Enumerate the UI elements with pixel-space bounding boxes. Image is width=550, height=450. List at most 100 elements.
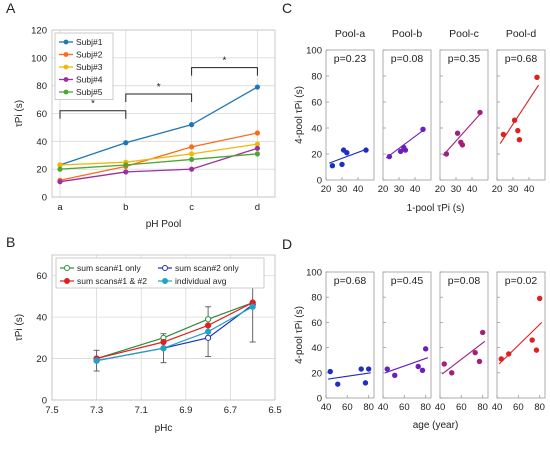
data-point: [249, 303, 256, 310]
x-tick-label: c: [189, 202, 194, 213]
y-tick-label: 60: [311, 98, 322, 109]
subplot-title: Pool-a: [335, 28, 366, 40]
x-tick-label: 40: [492, 402, 503, 413]
data-point: [402, 147, 409, 153]
significance-star: *: [157, 82, 161, 93]
significance-star: *: [223, 56, 227, 67]
fit-line: [328, 372, 371, 380]
panel-C-label: C: [282, 0, 292, 16]
x-axis-label: age (year): [413, 420, 459, 431]
x-tick-label: 40: [378, 402, 389, 413]
data-point: [443, 151, 450, 157]
x-tick-label: 80: [363, 402, 374, 413]
significance-bracket: [191, 67, 258, 76]
x-tick-label: 20: [378, 184, 389, 195]
x-tick-label: 30: [394, 184, 405, 195]
subplot: 20 30 40 Pool-a p=0.23: [321, 28, 375, 195]
p-value-label: p=0.08: [391, 53, 424, 65]
data-point: [422, 346, 429, 352]
series-line: [59, 153, 258, 170]
subplot: 40 60 80 p=0.68: [321, 271, 375, 413]
legend-marker: [63, 39, 69, 45]
data-point: [384, 366, 390, 372]
data-point: [123, 140, 129, 146]
subplot-frame: [496, 49, 546, 181]
data-point: [344, 150, 350, 156]
legend-marker: [63, 89, 69, 95]
y-tick-label: 40: [311, 124, 322, 135]
x-tick-label: 7.1: [135, 405, 148, 416]
y-axis-label: τPi (s): [14, 100, 25, 127]
fit-line: [499, 84, 540, 144]
subplot-title: Pool-d: [506, 28, 537, 40]
y-tick-label: 60: [36, 271, 47, 282]
panel-A: A 0 20 40 60 80 100 120 a b c d pH Pool τPi (s) * * * Sub…: [6, 0, 276, 230]
series-line: [96, 302, 253, 360]
legend-entry: Subj#2: [76, 50, 103, 60]
data-point: [329, 163, 336, 169]
y-tick-label: 100: [306, 46, 322, 57]
panel-A-label: A: [6, 0, 16, 16]
x-tick-label: 40: [353, 184, 364, 195]
x-tick-label: a: [57, 202, 63, 213]
data-point: [419, 367, 426, 373]
x-tick-label: 40: [410, 184, 421, 195]
y-tick-label: 0: [42, 193, 47, 204]
data-point: [363, 147, 369, 153]
data-point: [327, 368, 333, 375]
data-point: [57, 166, 63, 172]
data-point: [365, 366, 372, 372]
data-point: [189, 122, 195, 128]
subplot-frame: [325, 49, 375, 181]
data-point: [205, 316, 212, 323]
legend-marker: [162, 265, 168, 271]
legend-entry: sum scan#2 only: [175, 263, 240, 273]
data-point: [254, 141, 260, 147]
x-axis-label: 1-pool τPi (s): [407, 203, 465, 214]
data-point: [536, 295, 543, 302]
data-point: [205, 328, 212, 335]
x-tick-label: 60: [342, 402, 353, 413]
subplot: 40 60 80 p=0.02: [492, 271, 546, 413]
y-tick-label: 20: [311, 368, 322, 379]
significance-bracket: [125, 93, 193, 103]
legend-entry: Subj#5: [76, 87, 103, 97]
x-tick-label: 20: [435, 184, 446, 195]
panel-B-label: B: [6, 234, 15, 250]
data-point: [254, 151, 260, 157]
data-point: [189, 151, 195, 157]
y-tick-label: 20: [311, 150, 322, 161]
subplot-frame: [382, 49, 432, 181]
data-point: [57, 162, 63, 168]
fit-line: [498, 322, 543, 365]
data-point: [498, 356, 504, 362]
data-point: [254, 130, 260, 136]
panel-D-label: D: [282, 236, 292, 252]
data-point: [454, 130, 461, 136]
x-tick-label: 20: [492, 184, 503, 195]
y-tick-label: 40: [311, 343, 322, 354]
data-point: [420, 126, 426, 132]
y-tick-label: 60: [36, 109, 47, 120]
subplot: 40 60 80 p=0.08: [435, 271, 489, 413]
significance-star: *: [91, 99, 95, 110]
data-point: [254, 145, 260, 151]
p-value-label: p=0.45: [391, 275, 424, 287]
data-point: [160, 345, 167, 352]
y-tick-label: 80: [311, 293, 322, 304]
x-tick-label: 60: [513, 402, 524, 413]
data-point: [189, 156, 195, 163]
x-axis-label: pH Pool: [146, 219, 182, 230]
p-value-label: p=0.23: [334, 53, 367, 65]
fit-line: [384, 357, 428, 374]
x-tick-label: 40: [435, 402, 446, 413]
data-point: [93, 357, 100, 364]
data-point: [500, 131, 507, 138]
panel-B: B 0 20 40 60 7.5 7.3 7.1 6.9 6.7 6.5 pHc τPi (s) sum …: [6, 234, 282, 434]
x-tick-label: d: [255, 202, 260, 213]
data-point: [254, 84, 260, 90]
data-point: [459, 142, 466, 148]
legend-entry: Subj#3: [76, 62, 103, 72]
x-tick-label: 7.3: [90, 405, 103, 416]
p-value-label: p=0.68: [334, 275, 367, 287]
